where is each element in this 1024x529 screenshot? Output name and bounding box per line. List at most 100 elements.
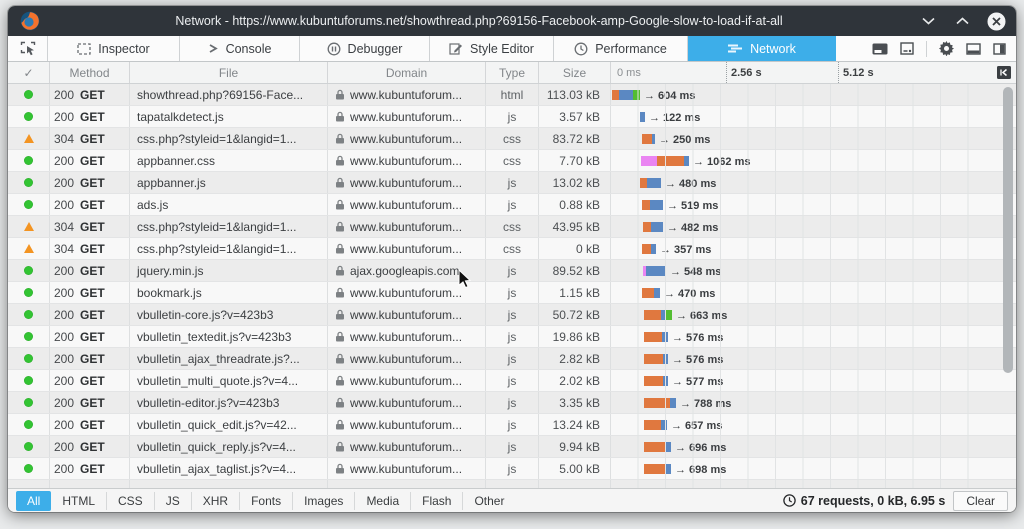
- status-ok-icon: [24, 420, 33, 429]
- type-cell: js: [486, 392, 539, 413]
- status-ok-icon: [24, 310, 33, 319]
- status-cell: [8, 128, 50, 149]
- domain-cell: www.kubuntuforum...: [328, 348, 486, 369]
- status-code: 200: [54, 109, 75, 124]
- status-cell: [8, 304, 50, 325]
- filter-html[interactable]: HTML: [62, 493, 96, 508]
- status-ok-icon: [24, 266, 33, 275]
- maximize-button[interactable]: [952, 11, 972, 31]
- status-code: 304: [54, 219, 75, 234]
- http-method: GET: [80, 197, 105, 212]
- column-header-file[interactable]: File: [130, 62, 328, 83]
- summary-text: 67 requests, 0 kB, 6.95 s: [800, 493, 946, 508]
- file-cell: tapatalkdetect.js: [130, 106, 328, 127]
- tab-console[interactable]: Console: [180, 36, 300, 61]
- type-cell: js: [486, 106, 539, 127]
- dock-bottom-icon[interactable]: [966, 42, 981, 55]
- domain-text: www.kubuntuforum...: [350, 153, 463, 168]
- domain-text: www.kubuntuforum...: [350, 175, 463, 190]
- column-header-method[interactable]: Method: [50, 62, 130, 83]
- empty-cell: [130, 480, 328, 488]
- toggle-details-pane-icon[interactable]: [997, 66, 1011, 82]
- filter-images[interactable]: Images: [292, 491, 354, 510]
- column-header-domain[interactable]: Domain: [328, 62, 486, 83]
- status-ok-icon: [24, 156, 33, 165]
- status-warning-icon: [23, 222, 34, 231]
- file-cell: css.php?styleid=1&langid=1...: [130, 216, 328, 237]
- domain-text: www.kubuntuforum...: [350, 307, 463, 322]
- status-ok-icon: [24, 354, 33, 363]
- http-method: GET: [80, 175, 105, 190]
- vertical-scrollbar-thumb[interactable]: [1003, 87, 1013, 373]
- file-cell: vbulletin_quick_edit.js?v=42...: [130, 414, 328, 435]
- domain-text: www.kubuntuforum...: [350, 87, 463, 102]
- status-ok-icon: [24, 178, 33, 187]
- status-ok-icon: [24, 200, 33, 209]
- dock-side-icon[interactable]: [993, 42, 1006, 55]
- lock-icon: [335, 111, 345, 122]
- lock-icon: [335, 199, 345, 210]
- column-header-type[interactable]: Type: [486, 62, 539, 83]
- size-cell: 3.35 kB: [539, 392, 611, 413]
- http-method: GET: [80, 131, 105, 146]
- lock-icon: [335, 441, 345, 452]
- domain-text: www.kubuntuforum...: [350, 219, 463, 234]
- filter-media[interactable]: Media: [354, 491, 410, 510]
- clear-button[interactable]: Clear: [953, 490, 1008, 511]
- scratchpad-icon[interactable]: [900, 42, 914, 55]
- inspector-icon: [77, 42, 91, 55]
- column-header-check[interactable]: ✓: [8, 62, 50, 83]
- filter-js[interactable]: JS: [153, 491, 191, 510]
- tab-network[interactable]: Network: [688, 36, 836, 61]
- status-code: 304: [54, 241, 75, 256]
- lock-icon: [335, 243, 345, 254]
- lock-icon: [335, 353, 345, 364]
- timeline-tick: 5.12 s: [838, 62, 874, 83]
- lock-icon: [335, 89, 345, 100]
- type-cell: js: [486, 370, 539, 391]
- window-titlebar[interactable]: Network - https://www.kubuntuforums.net/…: [8, 6, 1016, 36]
- type-cell: html: [486, 84, 539, 105]
- filter-flash[interactable]: Flash: [410, 491, 462, 510]
- file-cell: jquery.min.js: [130, 260, 328, 281]
- status-code: 200: [54, 329, 75, 344]
- filter-all[interactable]: All: [16, 490, 52, 511]
- window-title: Network - https://www.kubuntuforums.net/…: [175, 14, 783, 28]
- status-code: 200: [54, 285, 75, 300]
- filter-fonts[interactable]: Fonts: [239, 491, 292, 510]
- file-cell: vbulletin_ajax_threadrate.js?...: [130, 348, 328, 369]
- method-cell: 200 GET: [50, 414, 130, 435]
- filter-xhr[interactable]: XHR: [190, 491, 239, 510]
- status-cell: [8, 436, 50, 457]
- mouse-cursor: [458, 268, 473, 294]
- filter-css[interactable]: CSS: [106, 491, 154, 510]
- tab-label: Network: [750, 41, 796, 56]
- lock-icon: [335, 265, 345, 276]
- close-button[interactable]: [986, 11, 1006, 31]
- type-cell: css: [486, 238, 539, 259]
- tab-performance[interactable]: Performance: [554, 36, 688, 61]
- domain-cell: www.kubuntuforum...: [328, 216, 486, 237]
- tab-style-editor[interactable]: Style Editor: [430, 36, 554, 61]
- tab-inspector[interactable]: Inspector: [48, 36, 180, 61]
- settings-gear-icon[interactable]: [939, 41, 954, 56]
- filter-other[interactable]: Other: [462, 491, 515, 510]
- domain-text: www.kubuntuforum...: [350, 395, 463, 410]
- screenshot-icon[interactable]: [872, 43, 888, 55]
- tab-debugger[interactable]: Debugger: [300, 36, 430, 61]
- column-header-size[interactable]: Size: [539, 62, 611, 83]
- status-cell: [8, 216, 50, 237]
- element-picker-button[interactable]: [8, 36, 48, 61]
- status-warning-icon: [23, 244, 34, 253]
- http-method: GET: [80, 373, 105, 388]
- method-cell: 200 GET: [50, 172, 130, 193]
- minimize-button[interactable]: [918, 11, 938, 31]
- size-cell: 2.82 kB: [539, 348, 611, 369]
- file-cell: appbanner.css: [130, 150, 328, 171]
- http-method: GET: [80, 439, 105, 454]
- method-cell: 200 GET: [50, 436, 130, 457]
- status-code: 200: [54, 417, 75, 432]
- size-cell: 2.02 kB: [539, 370, 611, 391]
- type-cell: js: [486, 326, 539, 347]
- type-cell: js: [486, 194, 539, 215]
